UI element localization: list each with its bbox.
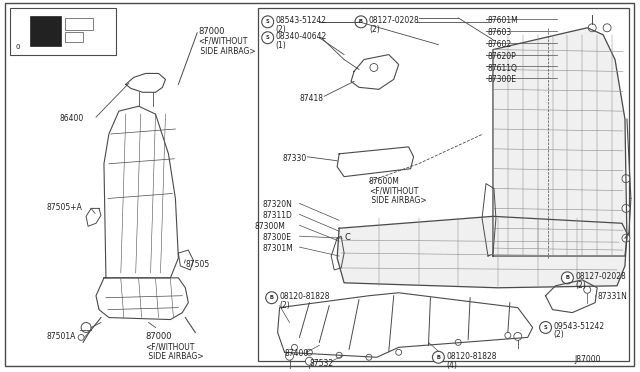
Text: 87505: 87505	[186, 260, 209, 269]
Text: (4): (4)	[446, 361, 457, 370]
Text: 08543-51242: 08543-51242	[276, 16, 326, 25]
Text: B: B	[359, 19, 363, 24]
Circle shape	[355, 16, 367, 28]
Circle shape	[262, 16, 274, 28]
Text: 08127-02028: 08127-02028	[575, 272, 626, 281]
Text: B: B	[566, 275, 569, 280]
Circle shape	[622, 205, 630, 212]
Bar	[29, 16, 61, 46]
Text: 87400: 87400	[285, 349, 309, 358]
Circle shape	[622, 234, 630, 242]
Text: 87501A: 87501A	[46, 333, 76, 341]
Text: C: C	[344, 233, 350, 242]
Circle shape	[588, 24, 596, 32]
Text: 87600M: 87600M	[369, 177, 400, 186]
Circle shape	[561, 272, 573, 284]
Text: 0: 0	[15, 44, 20, 49]
Circle shape	[366, 354, 372, 360]
Bar	[258, 8, 629, 361]
Text: 87000: 87000	[198, 27, 225, 36]
Text: (2): (2)	[554, 330, 564, 340]
Bar	[65, 18, 93, 30]
Text: (2): (2)	[575, 281, 586, 290]
Circle shape	[262, 32, 274, 44]
Text: 87000: 87000	[146, 333, 172, 341]
Circle shape	[266, 292, 278, 304]
Circle shape	[584, 286, 591, 293]
Text: 87331N: 87331N	[597, 292, 627, 301]
Text: 87505+A: 87505+A	[46, 203, 83, 212]
Circle shape	[396, 349, 402, 355]
Text: 87300E: 87300E	[488, 76, 517, 84]
Circle shape	[505, 333, 511, 339]
Text: 08127-02028: 08127-02028	[369, 16, 420, 25]
Text: 87300E: 87300E	[263, 233, 292, 242]
Text: SIDE AIRBAG>: SIDE AIRBAG>	[146, 352, 204, 361]
Text: <F/WITHOUT: <F/WITHOUT	[146, 342, 195, 352]
Bar	[10, 8, 116, 55]
Text: J87000: J87000	[574, 355, 601, 364]
Circle shape	[78, 334, 84, 340]
Circle shape	[370, 64, 378, 71]
Polygon shape	[337, 217, 627, 288]
Text: S: S	[266, 19, 269, 24]
Text: 08340-40642: 08340-40642	[276, 32, 327, 41]
Text: 87418: 87418	[300, 94, 323, 103]
Text: 08120-81828: 08120-81828	[280, 292, 330, 301]
Circle shape	[622, 175, 630, 183]
Text: 87532: 87532	[309, 359, 333, 368]
Bar	[65, 32, 83, 42]
Circle shape	[514, 333, 522, 340]
Text: 87603: 87603	[488, 28, 512, 37]
Text: 87330: 87330	[283, 154, 307, 163]
Text: 09543-51242: 09543-51242	[554, 321, 605, 331]
Text: (2): (2)	[276, 25, 286, 34]
Text: SIDE AIRBAG>: SIDE AIRBAG>	[198, 46, 256, 56]
Text: B: B	[270, 295, 273, 300]
Text: 87602: 87602	[488, 40, 512, 49]
Text: 87320N: 87320N	[263, 201, 292, 209]
Text: 87300M: 87300M	[255, 222, 285, 231]
Circle shape	[305, 357, 314, 365]
Text: B: B	[436, 355, 440, 360]
Circle shape	[81, 323, 91, 333]
Text: 87611Q: 87611Q	[488, 64, 518, 73]
Circle shape	[455, 339, 461, 345]
Text: 87601M: 87601M	[488, 16, 519, 25]
Circle shape	[285, 352, 294, 360]
Circle shape	[307, 349, 312, 355]
Text: 87620P: 87620P	[488, 52, 516, 61]
Text: S: S	[543, 325, 547, 330]
Circle shape	[291, 344, 298, 350]
Circle shape	[336, 352, 342, 358]
Text: <F/WITHOUT: <F/WITHOUT	[198, 37, 248, 46]
Circle shape	[603, 24, 611, 32]
Polygon shape	[493, 28, 627, 256]
Text: 86400: 86400	[60, 114, 84, 123]
Text: S: S	[266, 35, 269, 40]
Text: 87301M: 87301M	[263, 244, 294, 253]
Circle shape	[540, 321, 552, 333]
Text: 87311D: 87311D	[263, 211, 292, 220]
Text: <F/WITHOUT: <F/WITHOUT	[369, 187, 419, 196]
Text: (2): (2)	[369, 25, 380, 34]
Text: (1): (1)	[276, 41, 286, 50]
Circle shape	[433, 351, 444, 363]
Text: 08120-81828: 08120-81828	[446, 352, 497, 361]
Text: SIDE AIRBAG>: SIDE AIRBAG>	[369, 196, 426, 205]
Text: (2): (2)	[280, 301, 291, 310]
